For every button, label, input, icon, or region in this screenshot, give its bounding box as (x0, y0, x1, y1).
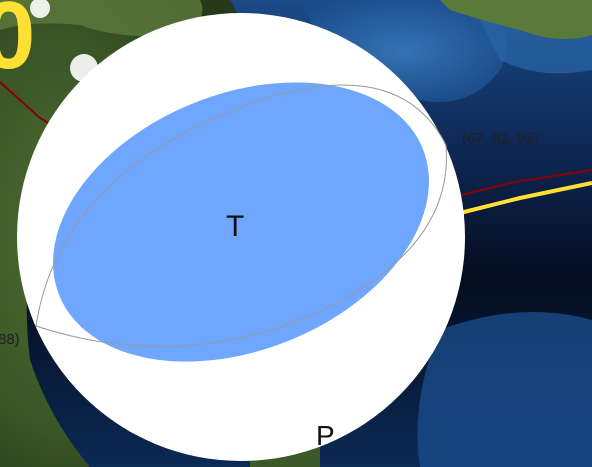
nodal-plane (35, 84, 447, 348)
overlay-number: 0 (0, 0, 35, 89)
nodal-plane-label-1: (67, 82, 92) (462, 130, 539, 147)
highlight-line (459, 181, 592, 215)
compressional-quadrant (53, 82, 429, 362)
tension-axis-label: T (226, 210, 244, 243)
beachball[interactable]: T P (11, 13, 470, 461)
nodal-plane-label-2: 88) (0, 331, 20, 348)
pressure-axis-label: P (316, 420, 335, 451)
